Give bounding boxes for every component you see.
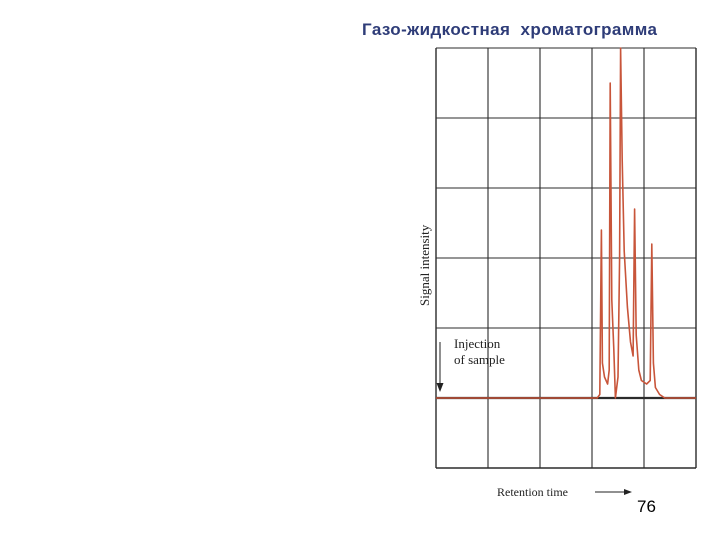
y-axis-label: Signal intensity xyxy=(417,224,432,306)
x-axis-label: Retention time xyxy=(497,485,568,499)
chart-peaks xyxy=(601,47,652,245)
slide-title: Газо-жидкостная хроматограмма xyxy=(362,20,658,39)
injection-annotation-line1: Injection xyxy=(454,336,501,351)
chart-grid xyxy=(435,47,697,469)
slide-page-number: 76 xyxy=(637,497,656,516)
injection-arrow-icon xyxy=(436,342,444,392)
chromatogram-trace xyxy=(436,47,696,399)
x-axis-arrow xyxy=(595,489,632,495)
injection-annotation-line2: of sample xyxy=(454,352,505,367)
